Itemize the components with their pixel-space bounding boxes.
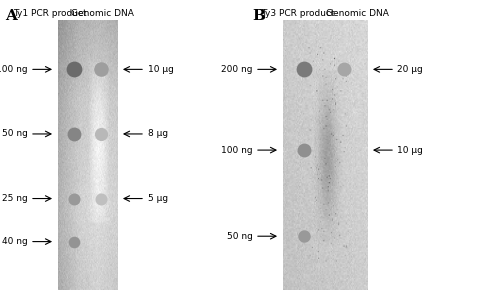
Point bbox=[340, 67, 347, 72]
Text: Genomic DNA: Genomic DNA bbox=[71, 9, 134, 18]
Point bbox=[96, 196, 104, 201]
Text: Ty1 PCR product: Ty1 PCR product bbox=[13, 9, 87, 18]
Point bbox=[96, 67, 104, 72]
Text: 8 μg: 8 μg bbox=[148, 129, 168, 138]
Text: B: B bbox=[252, 9, 266, 23]
Text: 20 μg: 20 μg bbox=[398, 65, 423, 74]
Text: 50 ng: 50 ng bbox=[226, 232, 252, 241]
Point bbox=[300, 67, 308, 72]
Text: 10 μg: 10 μg bbox=[398, 146, 423, 155]
Text: 100 ng: 100 ng bbox=[0, 65, 28, 74]
Text: 25 ng: 25 ng bbox=[2, 194, 28, 203]
Text: 200 ng: 200 ng bbox=[221, 65, 252, 74]
Point bbox=[96, 132, 104, 136]
Text: 100 ng: 100 ng bbox=[221, 146, 252, 155]
Point bbox=[70, 196, 78, 201]
Point bbox=[300, 148, 308, 152]
Point bbox=[70, 132, 78, 136]
Text: Ty3 PCR product: Ty3 PCR product bbox=[260, 9, 334, 18]
Text: 40 ng: 40 ng bbox=[2, 237, 28, 246]
Text: 5 μg: 5 μg bbox=[148, 194, 168, 203]
Text: 10 μg: 10 μg bbox=[148, 65, 174, 74]
Point bbox=[70, 239, 78, 244]
Text: A: A bbox=[5, 9, 17, 23]
Text: Genomic DNA: Genomic DNA bbox=[326, 9, 389, 18]
Point bbox=[70, 67, 78, 72]
Point bbox=[300, 234, 308, 239]
Text: 50 ng: 50 ng bbox=[2, 129, 28, 138]
